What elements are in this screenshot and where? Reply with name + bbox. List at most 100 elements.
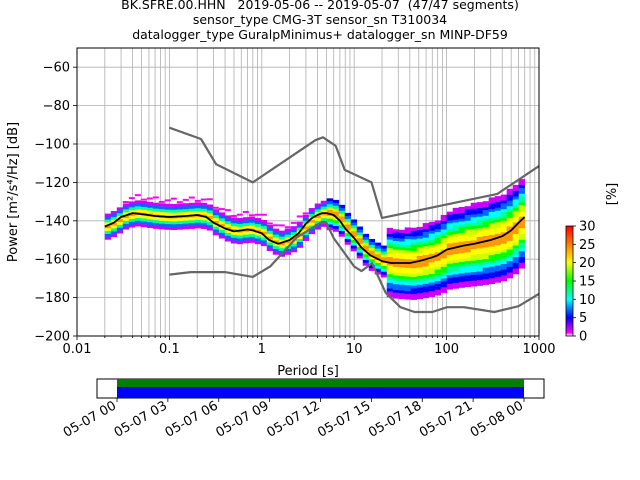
density-cell (446, 257, 454, 261)
density-cell (410, 279, 418, 283)
density-cell (398, 252, 406, 256)
density-cell (440, 235, 448, 239)
density-cell (518, 207, 525, 211)
density-cell (386, 268, 394, 272)
density-cell (446, 283, 454, 287)
density-cell (128, 197, 135, 200)
density-cell (254, 223, 262, 227)
density-cell (398, 296, 406, 300)
density-cell (482, 238, 489, 242)
density-cell (134, 223, 142, 227)
density-cell (500, 226, 507, 230)
density-cell (416, 281, 424, 285)
density-cell (224, 238, 232, 242)
density-cell (146, 197, 153, 200)
density-cell (428, 285, 436, 289)
density-cell (470, 269, 478, 273)
density-cell (452, 219, 460, 223)
density-cell (500, 209, 507, 213)
density-cell (356, 255, 364, 259)
density-cell (200, 220, 208, 224)
density-cell (506, 191, 513, 195)
density-cell (500, 217, 507, 221)
density-cell (416, 241, 424, 245)
density-cell (488, 272, 495, 276)
density-cell (332, 208, 340, 212)
density-cell (248, 222, 256, 226)
density-cell (266, 230, 274, 234)
density-cell (428, 221, 436, 225)
density-cell (362, 236, 370, 240)
density-cell (452, 225, 460, 229)
density-cell (410, 227, 418, 231)
density-cell (470, 260, 478, 264)
density-cell (212, 214, 220, 219)
density-cell (224, 226, 232, 230)
density-cell (512, 253, 519, 258)
density-cell (398, 244, 406, 248)
density-cell (332, 217, 340, 221)
density-cell (518, 253, 525, 258)
density-cell (410, 276, 418, 280)
density-cell (302, 217, 310, 221)
density-cell (224, 235, 232, 239)
density-cell (254, 232, 262, 236)
density-cell (272, 234, 280, 238)
density-cell (500, 200, 507, 204)
density-cell (362, 233, 370, 237)
density-cell (380, 268, 388, 272)
plot-frame (76, 47, 540, 337)
density-cell (482, 235, 489, 239)
density-cell (362, 245, 370, 249)
density-cell (248, 219, 256, 223)
density-cell (488, 220, 495, 224)
density-cell (500, 272, 507, 276)
mean-curve (104, 212, 526, 264)
density-cell (434, 246, 442, 250)
density-cell (470, 254, 478, 258)
density-cell (416, 232, 424, 236)
density-cell (464, 232, 472, 236)
density-cell (374, 271, 382, 275)
density-cell (446, 243, 454, 247)
density-cell (230, 217, 238, 221)
density-cell (482, 273, 489, 277)
density-cell (440, 214, 448, 219)
density-cell (404, 264, 412, 268)
density-cell (398, 270, 406, 274)
density-cell (458, 212, 466, 216)
density-cell (344, 235, 352, 239)
density-cell (242, 237, 250, 241)
density-cell (230, 214, 237, 217)
density-cell (512, 268, 519, 272)
density-cell (458, 247, 466, 251)
density-cell (248, 233, 256, 238)
density-cell (386, 253, 394, 257)
density-cell (350, 245, 358, 249)
density-cell (512, 213, 519, 217)
density-cell (110, 228, 118, 232)
density-cell (254, 238, 262, 242)
density-cell (440, 275, 448, 279)
density-cell (464, 275, 472, 279)
density-cell (350, 222, 358, 226)
density-cell (218, 208, 225, 211)
density-cell (518, 225, 525, 229)
density-cell (470, 234, 478, 238)
density-cell (386, 279, 394, 283)
density-cell (212, 229, 220, 233)
density-cell (398, 255, 406, 259)
density-cell (362, 251, 370, 255)
density-cell (404, 253, 412, 257)
density-cell (434, 234, 442, 238)
density-cell (446, 263, 454, 267)
density-cell (404, 279, 412, 283)
density-cell (338, 216, 346, 220)
density-cell (272, 231, 280, 235)
density-cell (188, 208, 196, 212)
density-cell (464, 234, 472, 239)
density-cell (320, 206, 328, 210)
density-cell (224, 218, 232, 222)
density-cell (446, 260, 454, 264)
density-cell (380, 251, 388, 255)
